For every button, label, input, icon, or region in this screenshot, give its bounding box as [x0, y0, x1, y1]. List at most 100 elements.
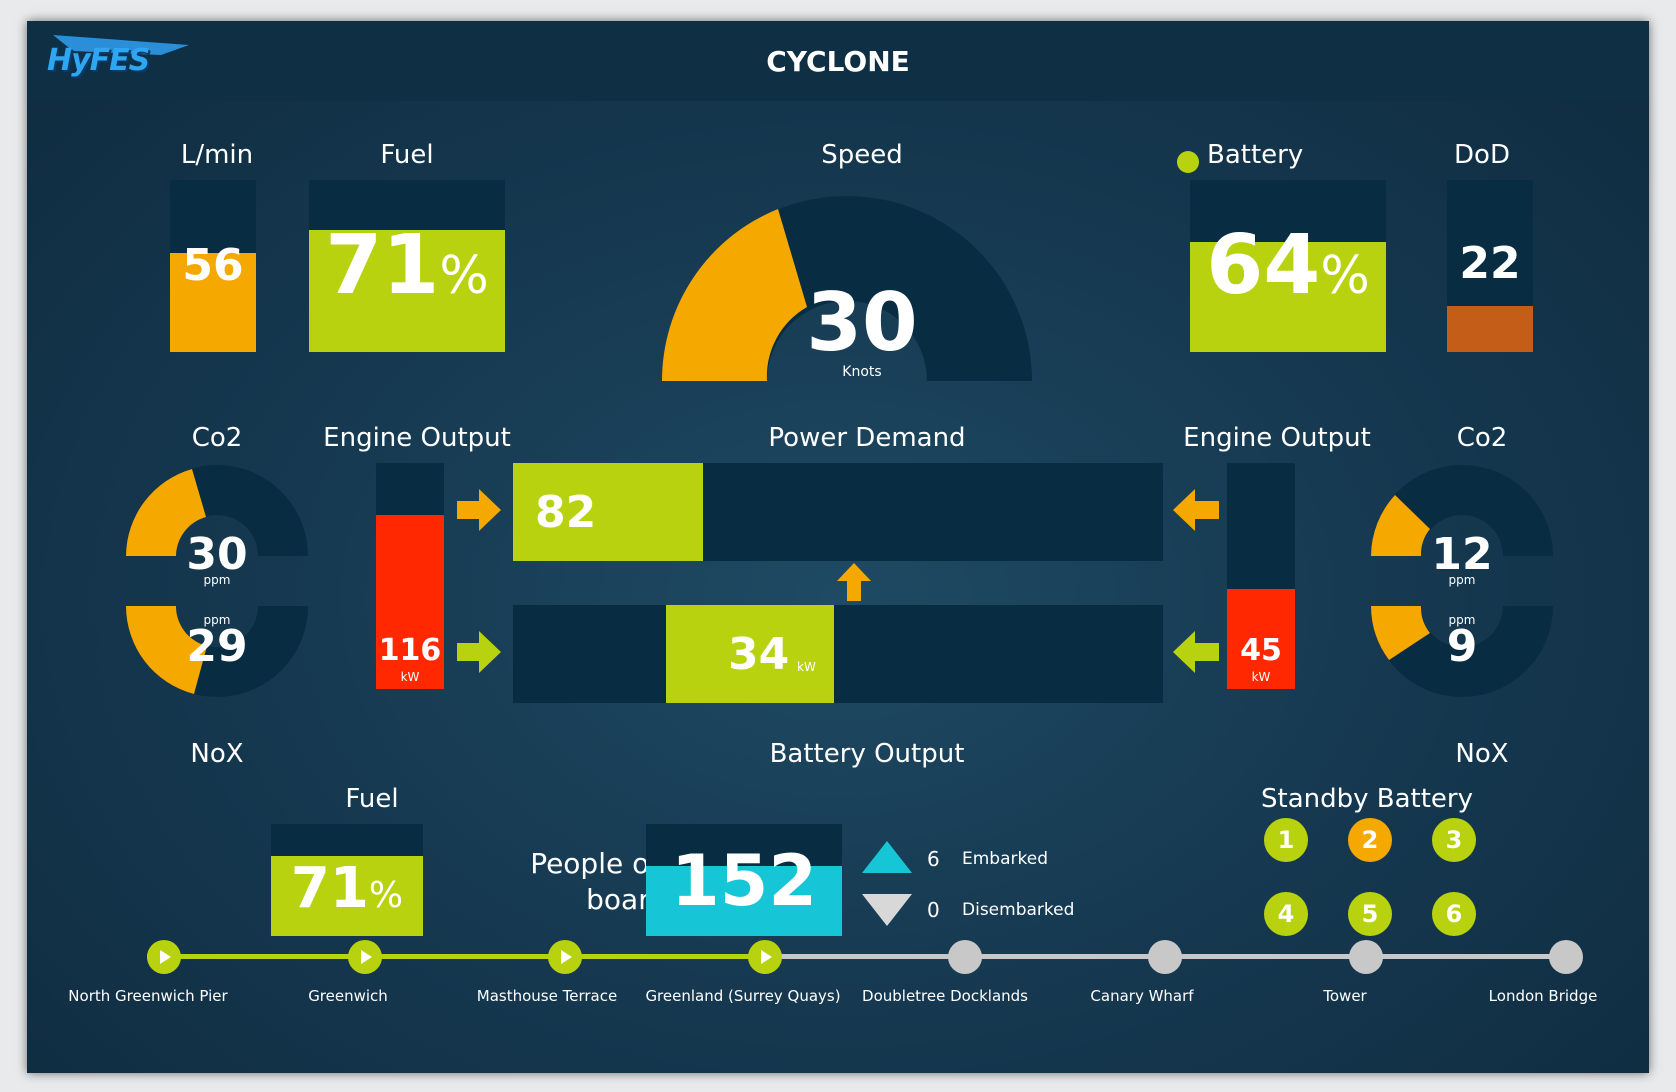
arrow-up-orange-icon: [837, 563, 871, 601]
route-stop-label-7: Tower: [1323, 987, 1367, 1005]
left-co2-label: Co2: [191, 423, 243, 453]
hyfes-logo: HyFES: [43, 33, 191, 81]
page-title: CYCLONE: [766, 45, 910, 78]
header-bar: HyFES CYCLONE: [27, 21, 1649, 101]
battery-fill: [1190, 242, 1386, 352]
engine-left-gauge: 116 kW: [376, 463, 444, 689]
route-stop-label-3: Masthouse Terrace: [476, 987, 618, 1005]
flow-gauge: 56: [170, 180, 256, 352]
standby-battery-label: Standby Battery: [1261, 784, 1473, 814]
disembarked-down-triangle-icon: [862, 894, 912, 926]
right-co2-value: 12: [1431, 529, 1493, 580]
standby-battery-1[interactable]: 1: [1264, 818, 1308, 862]
battery-output-fill: [666, 605, 834, 703]
fuel-top-fill: [309, 230, 505, 352]
fuel-top-gauge: 71%: [309, 180, 505, 352]
embarked-count: 6: [927, 847, 940, 871]
battery-output-label: Battery Output: [769, 739, 965, 769]
battery-unit: %: [1320, 246, 1370, 306]
route-stop-label-5: Doubletree Docklands: [862, 987, 1028, 1005]
speed-gauge: [661, 196, 1032, 381]
dod-label: DoD: [1454, 140, 1510, 170]
play-icon: [160, 950, 171, 964]
right-co2-label: Co2: [1456, 423, 1508, 453]
arrow-right-orange-icon: [457, 489, 501, 531]
battery-output-bar: 34 kW: [513, 605, 1163, 703]
fuel-top-value: 71: [325, 218, 440, 313]
left-co2-unit: ppm: [203, 573, 231, 587]
left-co2-value: 30: [186, 529, 248, 580]
people-value: 152: [670, 840, 818, 922]
engine-right-fill: [1227, 589, 1295, 689]
route-stop-6[interactable]: [1148, 940, 1182, 974]
battery-gauge: 64%: [1190, 180, 1386, 352]
power-demand-value: 82: [535, 487, 597, 538]
right-nox-value: 9: [1446, 621, 1478, 672]
engine-right-value: 45: [1240, 633, 1282, 668]
disembarked-label: Disembarked: [962, 900, 1075, 920]
right-co2-unit: ppm: [1448, 573, 1476, 587]
speed-unit: Knots: [842, 364, 882, 380]
standby-battery-5[interactable]: 5: [1348, 892, 1392, 936]
fuel-bottom-label: Fuel: [345, 784, 399, 814]
right-nox-unit: ppm: [1448, 613, 1476, 627]
right-nox-label: NoX: [1455, 739, 1509, 769]
speed-value: 30: [806, 276, 918, 369]
route-stop-8[interactable]: [1549, 940, 1583, 974]
route-stop-label-8: London Bridge: [1488, 987, 1598, 1005]
route-line-visited: [147, 954, 750, 959]
flow-label: L/min: [180, 140, 254, 170]
flow-value: 56: [182, 240, 244, 291]
standby-battery-6[interactable]: 6: [1432, 892, 1476, 936]
arrow-right-green-icon: [457, 631, 501, 673]
people-fill: [646, 866, 842, 936]
route-stop-3[interactable]: [548, 940, 582, 974]
route-stop-4[interactable]: [748, 940, 782, 974]
battery-label: Battery: [1207, 140, 1304, 170]
left-nox-value: 29: [186, 621, 248, 672]
embarked-label: Embarked: [962, 849, 1048, 869]
fuel-top-label: Fuel: [380, 140, 434, 170]
fuel-bottom-gauge: 71%: [271, 824, 423, 936]
people-label-line2: board: [586, 883, 667, 916]
play-icon: [561, 950, 572, 964]
standby-battery-4[interactable]: 4: [1264, 892, 1308, 936]
dod-gauge: 22: [1447, 180, 1533, 352]
arrow-left-orange-icon: [1173, 489, 1219, 531]
play-icon: [761, 950, 772, 964]
disembarked-count: 0: [927, 898, 940, 922]
engine-left-fill: [376, 515, 444, 689]
left-emissions-ring: [126, 465, 308, 697]
fuel-bottom-value: 71: [290, 856, 369, 921]
route-stop-label-4: Greenland (Surrey Quays): [645, 987, 841, 1005]
standby-battery-3[interactable]: 3: [1432, 818, 1476, 862]
fuel-top-value-group: 71%: [309, 218, 505, 313]
engine-left-label: Engine Output: [323, 423, 511, 453]
flow-fill: [170, 253, 256, 352]
route-stop-7[interactable]: [1349, 940, 1383, 974]
battery-output-value: 34: [728, 629, 790, 680]
left-nox-label: NoX: [190, 739, 244, 769]
route-stop-label-2: Greenwich: [308, 987, 388, 1005]
power-demand-fill: [513, 463, 703, 561]
arrow-left-green-icon: [1173, 631, 1219, 673]
dod-value: 22: [1459, 238, 1521, 289]
battery-value: 64: [1206, 218, 1321, 313]
people-gauge: 152: [646, 824, 842, 936]
battery-output-unit: kW: [797, 660, 816, 674]
route-stop-1[interactable]: [147, 940, 181, 974]
fuel-top-unit: %: [439, 246, 489, 306]
route-stop-label-1: North Greenwich Pier: [68, 987, 228, 1005]
standby-battery-2[interactable]: 2: [1348, 818, 1392, 862]
fuel-bottom-value-group: 71%: [271, 856, 423, 921]
right-emissions-ring: [1371, 465, 1553, 697]
left-nox-unit: ppm: [203, 613, 231, 627]
route-stop-2[interactable]: [348, 940, 382, 974]
power-demand-bar: 82: [513, 463, 1163, 561]
route-stop-5[interactable]: [948, 940, 982, 974]
route-stop-label-6: Canary Wharf: [1090, 987, 1194, 1005]
engine-left-unit: kW: [400, 670, 420, 684]
speed-label: Speed: [821, 140, 903, 170]
embarked-up-triangle-icon: [862, 841, 912, 873]
power-demand-label: Power Demand: [768, 423, 966, 453]
